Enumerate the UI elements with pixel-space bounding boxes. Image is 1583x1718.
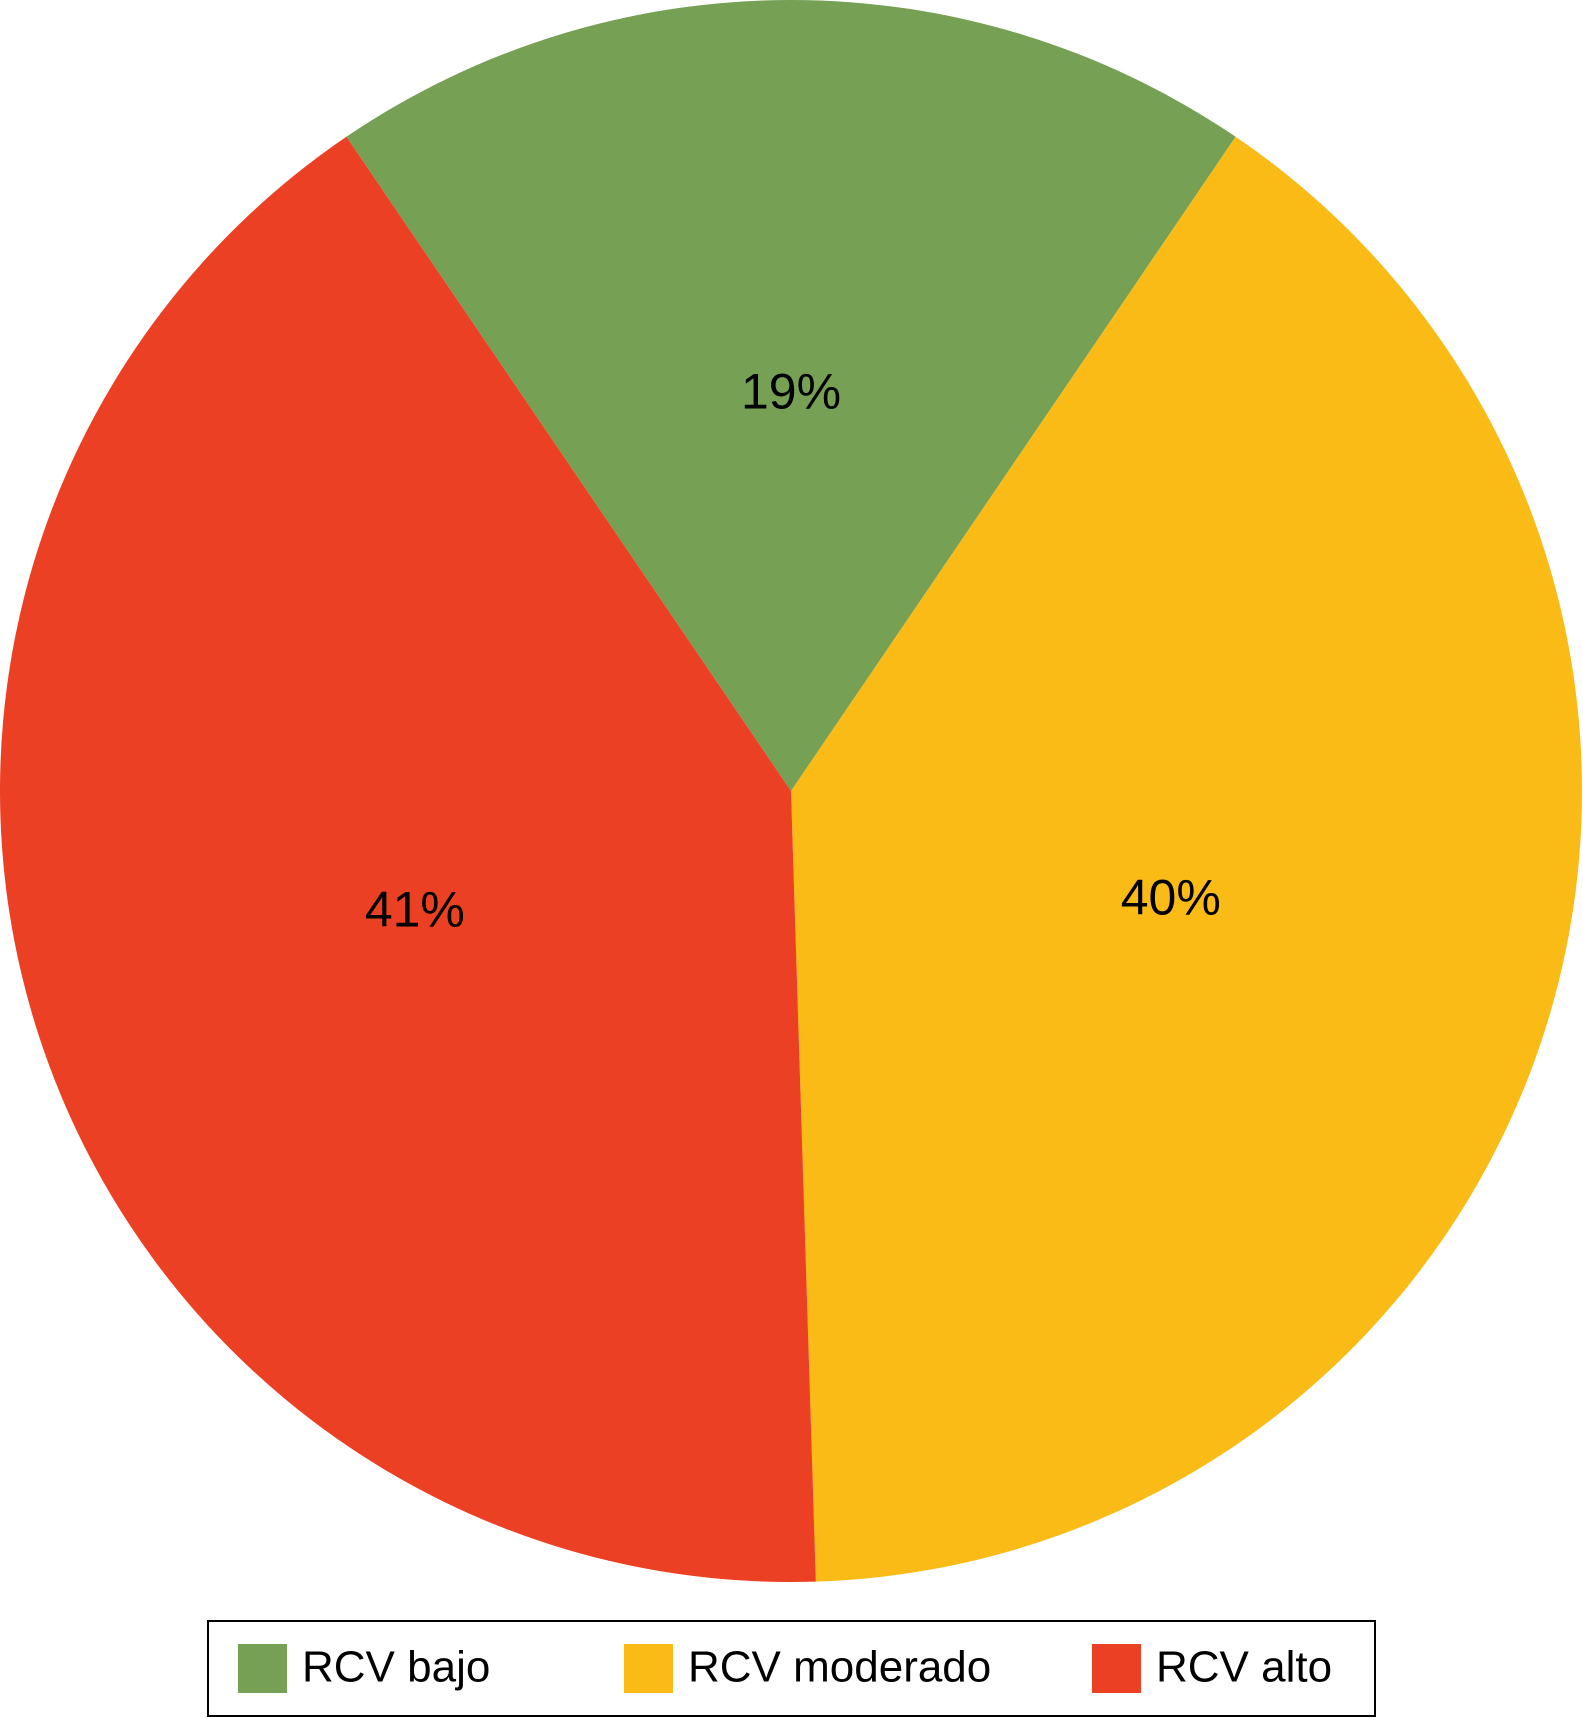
legend-swatch (624, 1644, 673, 1693)
legend-swatch (1092, 1644, 1141, 1693)
data-label: 19% (741, 364, 841, 420)
legend-swatch (238, 1644, 287, 1693)
pie-slice (0, 136, 816, 1582)
legend-label: RCV alto (1156, 1643, 1332, 1692)
pie-slice (791, 136, 1583, 1582)
legend-label: RCV bajo (302, 1643, 490, 1692)
legend-label: RCV moderado (688, 1643, 991, 1692)
pie-slice (346, 0, 1236, 791)
data-label: 41% (365, 881, 465, 937)
legend-box (207, 1620, 1376, 1717)
data-label: 40% (1121, 870, 1221, 926)
